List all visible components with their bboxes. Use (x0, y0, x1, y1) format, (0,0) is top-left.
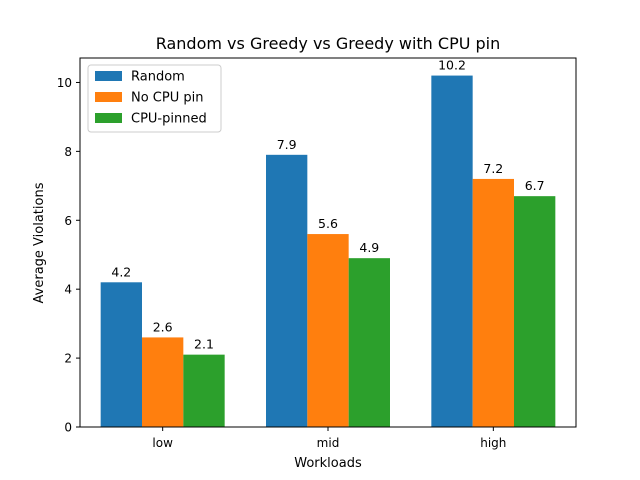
x-tick-label: mid (317, 436, 340, 450)
x-axis: low mid high (152, 427, 506, 450)
data-label: 2.6 (153, 319, 173, 334)
x-tick-label: low (152, 436, 173, 450)
legend: Random No CPU pin CPU-pinned (87, 64, 222, 133)
data-label: 5.6 (318, 216, 338, 231)
bar-no-cpu-pin-mid (307, 234, 349, 427)
value-labels-group: 4.2 7.9 10.2 2.6 5.6 7.2 2.1 4.9 6.7 (111, 58, 544, 352)
data-label: 4.2 (111, 264, 131, 279)
bar-random-mid (266, 154, 308, 427)
legend-label: Random (131, 70, 185, 85)
legend-label: CPU-pinned (131, 112, 207, 127)
x-tick-label: high (480, 436, 506, 450)
y-tick-label: 4 (64, 283, 72, 297)
data-label: 6.7 (525, 178, 545, 193)
bars-group (100, 75, 556, 428)
data-label: 2.1 (194, 337, 214, 352)
bar-cpu-pinned-mid (348, 258, 390, 427)
x-axis-label: Workloads (294, 456, 362, 471)
y-axis: 0 2 4 6 8 10 (57, 76, 80, 435)
chart-title: Random vs Greedy vs Greedy with CPU pin (156, 34, 501, 53)
y-tick-label: 8 (64, 145, 72, 159)
data-label: 10.2 (438, 58, 466, 73)
bar-cpu-pinned-low (183, 354, 225, 427)
data-label: 7.9 (277, 137, 297, 152)
data-label: 4.9 (359, 240, 379, 255)
y-tick-label: 6 (64, 214, 72, 228)
bar-cpu-pinned-high (514, 196, 556, 427)
y-axis-label: Average Violations (32, 182, 47, 303)
legend-swatch (95, 92, 122, 102)
legend-swatch (95, 113, 122, 123)
plot-frame (79, 57, 577, 428)
legend-swatch (95, 71, 122, 81)
legend-label: No CPU pin (131, 91, 203, 106)
bar-no-cpu-pin-high (472, 178, 514, 427)
y-tick-label: 0 (64, 421, 72, 435)
y-tick-label: 10 (57, 76, 72, 90)
data-label: 7.2 (483, 161, 503, 176)
bar-random-low (100, 282, 142, 427)
y-tick-label: 2 (64, 352, 72, 366)
bar-no-cpu-pin-low (142, 337, 184, 427)
bar-random-high (431, 75, 473, 428)
